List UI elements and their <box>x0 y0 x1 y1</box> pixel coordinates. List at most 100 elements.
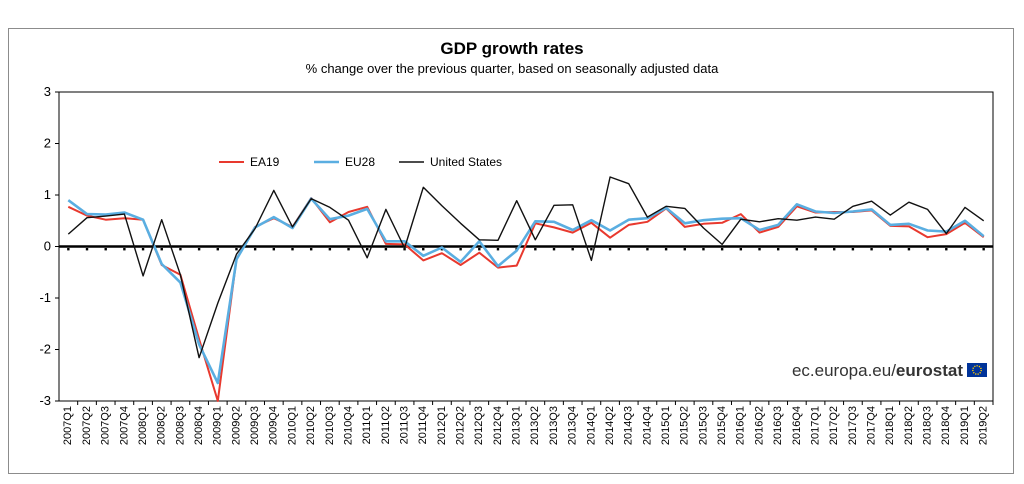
y-tick-label: -1 <box>39 290 51 305</box>
x-tick-label: 2012Q2 <box>455 406 467 445</box>
svg-text:ec.europa.eu/eurostat: ec.europa.eu/eurostat <box>792 361 963 380</box>
series-line-united-states <box>67 176 985 359</box>
x-tick-label: 2007Q1 <box>62 406 74 445</box>
legend-label: United States <box>430 155 502 169</box>
zero-marker <box>963 248 967 251</box>
zero-marker <box>459 248 462 251</box>
zero-marker <box>197 248 201 251</box>
series-layer <box>67 176 985 402</box>
x-tick-label: 2010Q4 <box>342 406 354 445</box>
x-tick-label: 2011Q4 <box>417 406 429 444</box>
x-tick-label: 2008Q1 <box>137 406 149 445</box>
x-tick-label: 2009Q2 <box>230 406 242 445</box>
x-tick-label: 2019Q2 <box>978 406 990 445</box>
zero-marker <box>403 248 406 251</box>
zero-marker <box>926 248 929 251</box>
zero-marker <box>67 248 70 251</box>
zero-marker <box>179 248 182 251</box>
zero-marker <box>272 248 276 251</box>
zero-marker <box>702 248 705 251</box>
zero-marker <box>571 248 574 251</box>
zero-marker <box>608 248 612 251</box>
zero-marker <box>104 248 107 251</box>
legend: EA19 EU28 United States <box>219 155 502 169</box>
x-tick-label: 2014Q4 <box>641 406 653 445</box>
x-axis: 2007Q1 2007Q2 2007Q3 2007Q4 2008Q1 2008Q2 2008… <box>62 248 994 445</box>
x-tick-label: 2019Q1 <box>959 406 971 445</box>
y-tick-label: -3 <box>39 393 51 408</box>
x-tick-label: 2014Q2 <box>604 406 616 445</box>
y-tick-label: 3 <box>44 84 51 99</box>
zero-marker <box>328 248 332 251</box>
zero-marker <box>309 248 313 251</box>
zero-marker <box>683 248 686 251</box>
zero-marker <box>534 248 537 251</box>
x-tick-label: 2016Q3 <box>772 406 784 445</box>
zero-marker <box>123 248 126 251</box>
x-tick-label: 2012Q3 <box>473 406 485 445</box>
x-tick-label: 2015Q2 <box>679 406 691 445</box>
zero-marker <box>776 248 780 251</box>
x-tick-label: 2017Q1 <box>809 406 821 445</box>
zero-marker <box>552 248 556 251</box>
x-tick-label: 2011Q3 <box>398 406 410 444</box>
x-tick-label: 2010Q1 <box>286 406 298 445</box>
x-tick-label: 2008Q2 <box>156 406 168 445</box>
x-tick-label: 2013Q1 <box>511 406 523 445</box>
x-tick-label: 2009Q1 <box>212 406 224 445</box>
zero-marker <box>833 248 836 251</box>
eu-flag-icon <box>967 363 987 377</box>
zero-marker <box>422 248 425 251</box>
x-tick-label: 2012Q1 <box>436 406 448 445</box>
x-tick-label: 2013Q4 <box>567 406 579 445</box>
chart-frame: GDP growth rates % change over the previ… <box>8 28 1014 474</box>
zero-marker <box>627 248 630 251</box>
x-tick-label: 2007Q3 <box>100 406 112 445</box>
x-tick-label: 2018Q3 <box>922 406 934 445</box>
y-tick-label: 2 <box>44 136 51 151</box>
x-tick-label: 2014Q3 <box>623 406 635 445</box>
brand-name: eurostat <box>896 361 963 380</box>
chart: GDP growth rates % change over the previ… <box>39 39 994 445</box>
zero-marker <box>720 248 724 251</box>
x-tick-label: 2018Q4 <box>940 406 952 445</box>
series-line-eu28 <box>67 197 985 385</box>
zero-marker <box>347 248 350 251</box>
zero-marker <box>889 248 892 251</box>
chart-subtitle: % change over the previous quarter, base… <box>306 61 719 76</box>
y-tick-label: 0 <box>44 239 51 254</box>
zero-marker <box>216 248 219 251</box>
x-tick-label: 2015Q3 <box>697 406 709 445</box>
x-tick-label: 2010Q2 <box>305 406 317 445</box>
zero-marker <box>496 248 500 251</box>
zero-marker <box>235 248 238 251</box>
x-tick-label: 2017Q2 <box>828 406 840 445</box>
x-tick-label: 2015Q1 <box>660 406 672 445</box>
x-tick-label: 2013Q3 <box>548 406 560 445</box>
zero-marker <box>291 248 294 251</box>
x-tick-label: 2010Q3 <box>324 406 336 445</box>
zero-marker <box>440 248 444 251</box>
chart-title: GDP growth rates <box>440 39 583 58</box>
x-tick-label: 2007Q2 <box>81 406 93 445</box>
x-tick-label: 2009Q4 <box>268 406 280 445</box>
zero-marker <box>253 248 257 251</box>
y-tick-label: 1 <box>44 187 51 202</box>
x-tick-label: 2013Q2 <box>529 406 541 445</box>
zero-marker <box>851 248 855 251</box>
x-tick-label: 2011Q2 <box>380 406 392 444</box>
x-tick-label: 2016Q4 <box>791 406 803 445</box>
zero-marker <box>870 248 873 251</box>
zero-marker <box>590 248 593 251</box>
x-tick-label: 2009Q3 <box>249 406 261 445</box>
x-tick-label: 2016Q2 <box>753 406 765 445</box>
zero-marker <box>758 248 761 251</box>
x-tick-label: 2008Q3 <box>174 406 186 445</box>
zero-marker <box>85 248 89 251</box>
x-tick-label: 2017Q4 <box>865 406 877 445</box>
zero-marker <box>907 248 911 251</box>
x-tick-label: 2018Q2 <box>903 406 915 445</box>
x-tick-label: 2011Q1 <box>361 406 373 444</box>
x-tick-label: 2017Q3 <box>847 406 859 445</box>
x-tick-label: 2014Q1 <box>585 406 597 445</box>
